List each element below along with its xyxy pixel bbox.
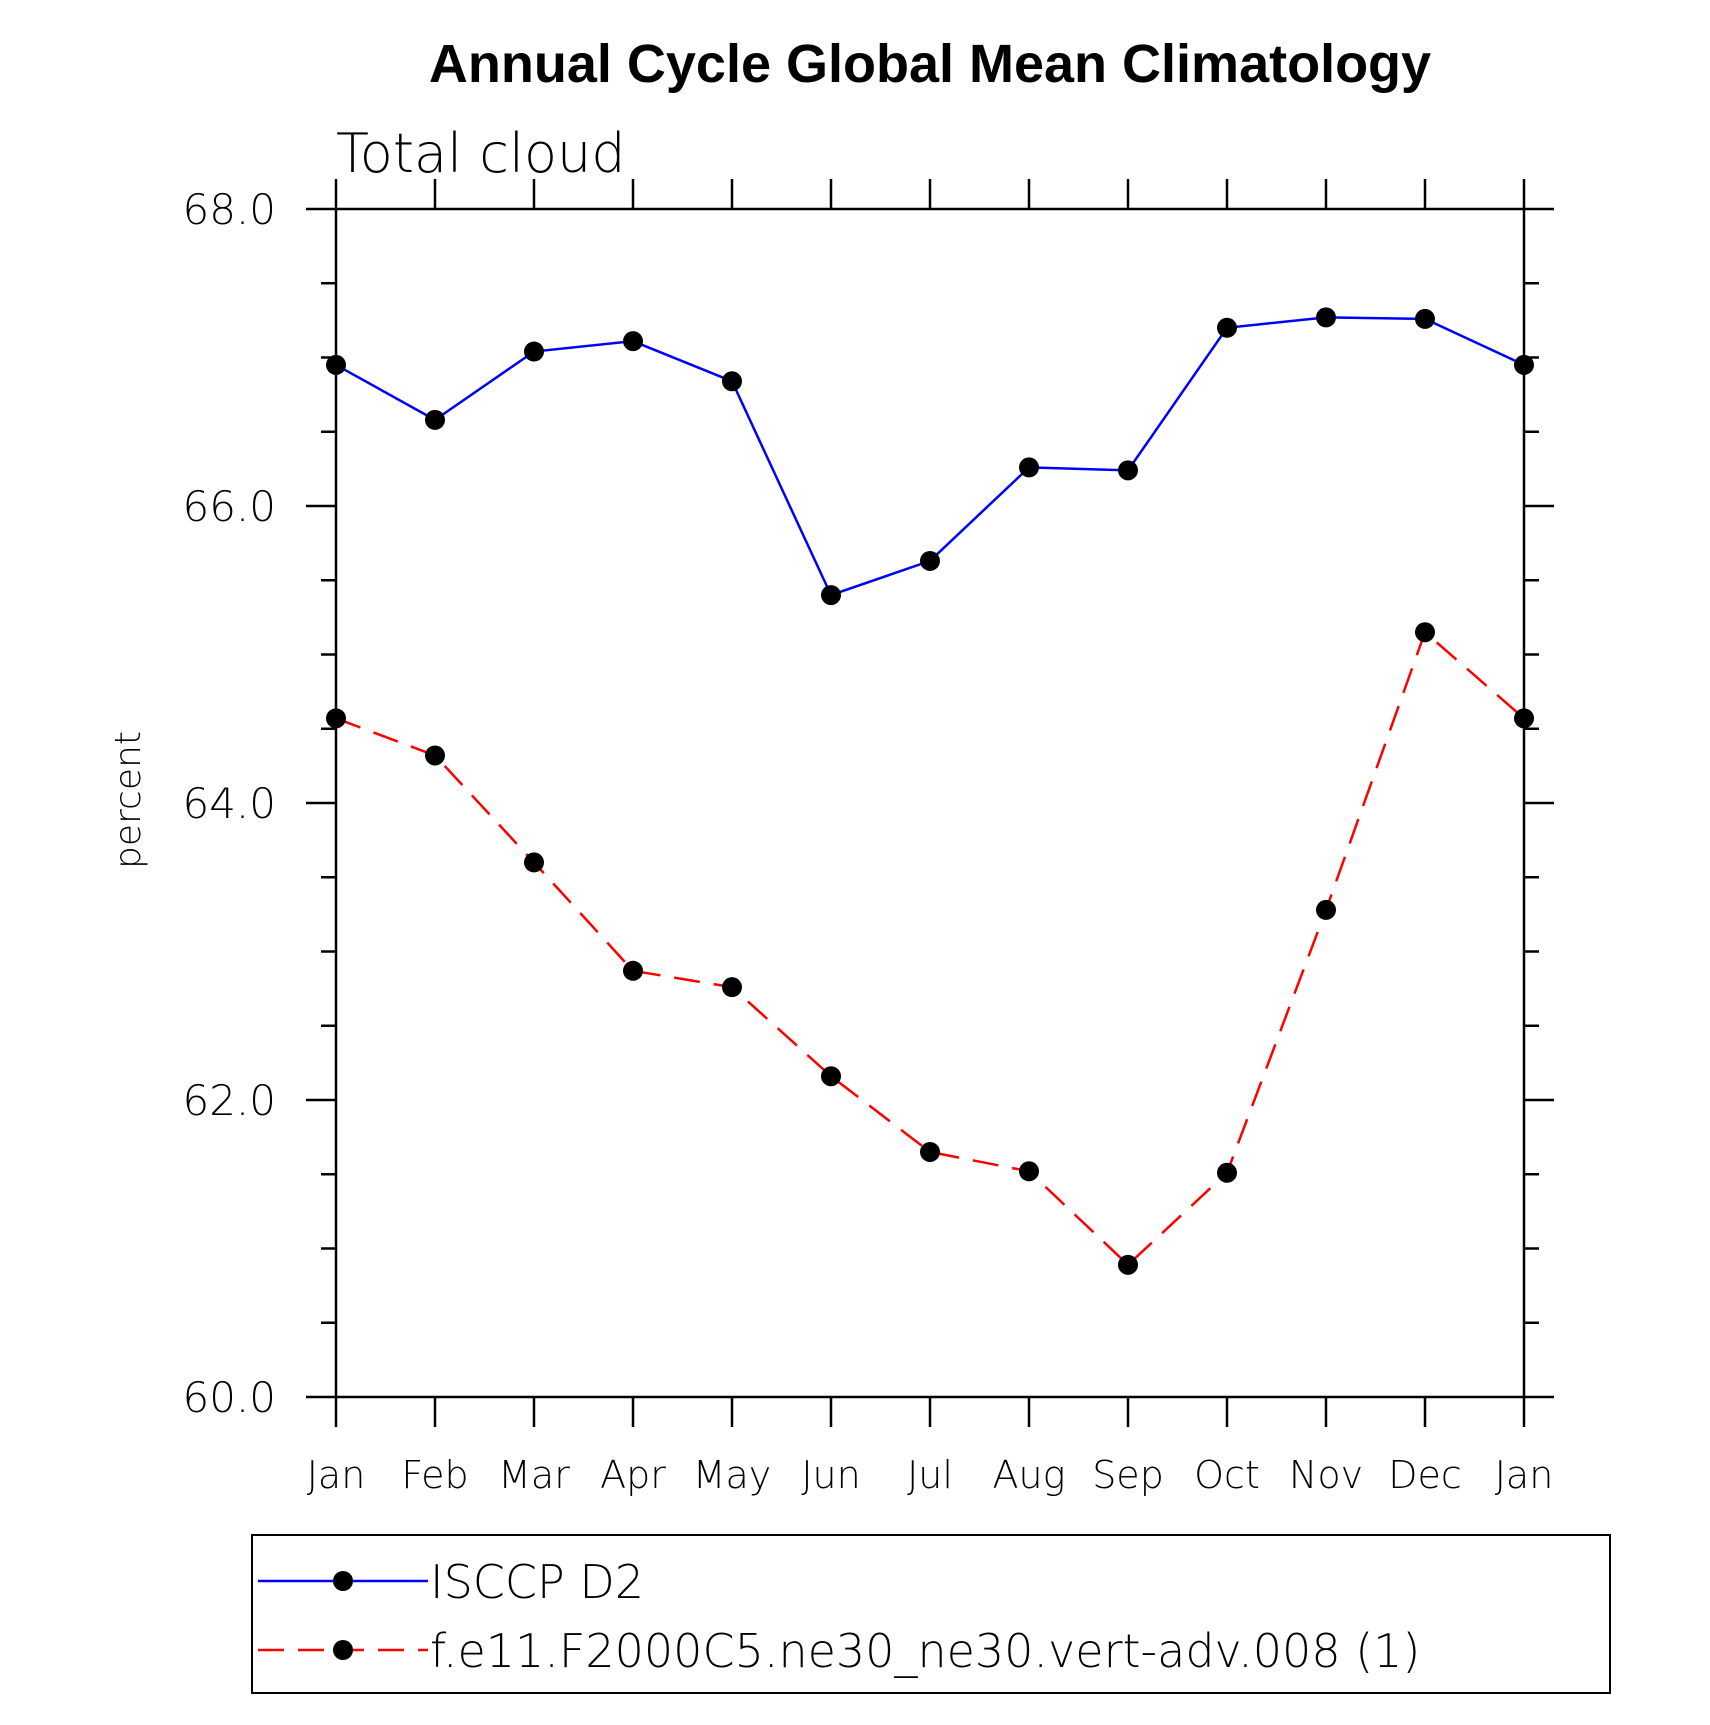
data-point	[1217, 317, 1237, 338]
axis-ticks	[306, 179, 1554, 1427]
series-2	[326, 622, 1534, 1275]
x-tick-label: Nov	[1289, 1453, 1363, 1497]
data-point	[1019, 457, 1039, 478]
data-point	[1316, 307, 1336, 328]
y-tick-labels: 60.0 62.0 64.0 66.0 68.0	[182, 185, 276, 1422]
data-point	[425, 745, 445, 766]
data-point	[623, 331, 643, 352]
y-tick-label: 66.0	[182, 482, 276, 531]
x-tick-label: Aug	[993, 1453, 1066, 1497]
x-tick-label: Feb	[401, 1453, 468, 1497]
data-point	[1514, 708, 1534, 729]
data-point	[1118, 460, 1138, 481]
x-tick-label: Mar	[498, 1453, 570, 1497]
data-point	[524, 341, 544, 362]
legend-label: f.e11.F2000C5.ne30_ne30.vert-adv.008 (1)	[430, 1624, 1420, 1678]
data-point	[1217, 1162, 1237, 1183]
x-tick-label: Dec	[1388, 1453, 1462, 1497]
data-point	[1514, 354, 1534, 375]
data-point	[722, 371, 742, 392]
data-point	[524, 852, 544, 873]
x-tick-label: Oct	[1194, 1453, 1260, 1497]
data-point	[920, 550, 940, 571]
chart-subtitle: Total cloud	[336, 122, 626, 185]
data-point	[1415, 622, 1435, 643]
legend-box	[251, 1534, 1611, 1694]
x-tick-label: Jan	[307, 1453, 366, 1497]
data-series	[326, 307, 1534, 1275]
data-point	[1118, 1254, 1138, 1275]
legend: ISCCP D2 f.e11.F2000C5.ne30_ne30.vert-adv…	[251, 1534, 1611, 1694]
x-tick-labels: Jan Feb Mar Apr May Jun Jul Aug Sep Oct Nov Dec Jan	[307, 1453, 1554, 1497]
data-point	[1019, 1161, 1039, 1182]
y-tick-label: 68.0	[182, 185, 276, 234]
series-line	[335, 630, 1525, 1267]
data-point	[623, 960, 643, 981]
data-point	[821, 585, 841, 606]
chart-title: Annual Cycle Global Mean Climatology	[429, 34, 1431, 94]
y-tick-label: 64.0	[182, 779, 276, 828]
series-1	[326, 307, 1534, 606]
x-tick-label: Sep	[1092, 1453, 1164, 1497]
x-tick-label: Apr	[600, 1453, 666, 1497]
legend-label: ISCCP D2	[430, 1555, 644, 1609]
data-point	[326, 354, 346, 375]
y-tick-label: 60.0	[182, 1373, 276, 1422]
plot-frame	[334, 207, 1526, 1399]
data-point	[1415, 308, 1435, 329]
x-tick-label: Jul	[907, 1453, 953, 1497]
legend-marker	[333, 1640, 353, 1660]
y-axis-label: percent	[108, 731, 149, 869]
y-tick-label: 62.0	[182, 1076, 276, 1125]
x-tick-label: Jun	[801, 1453, 860, 1497]
legend-marker	[333, 1571, 353, 1591]
x-tick-label: Jan	[1495, 1453, 1554, 1497]
data-point	[1316, 899, 1336, 920]
data-point	[425, 409, 445, 430]
data-point	[821, 1066, 841, 1087]
data-point	[920, 1141, 940, 1162]
data-point	[326, 708, 346, 729]
x-tick-label: May	[693, 1453, 772, 1497]
data-point	[722, 977, 742, 998]
